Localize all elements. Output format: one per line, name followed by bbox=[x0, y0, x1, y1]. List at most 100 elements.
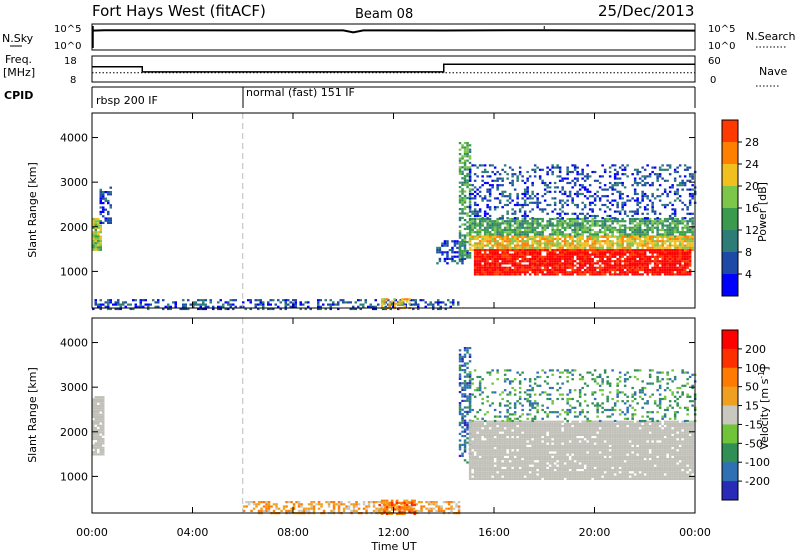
echo-cell bbox=[493, 220, 497, 223]
echo-cell bbox=[481, 228, 484, 232]
echo-cell bbox=[588, 264, 592, 267]
echo-cell bbox=[641, 268, 644, 272]
echo-cell bbox=[521, 444, 524, 447]
echo-cell bbox=[285, 505, 288, 508]
echo-cell bbox=[468, 183, 472, 186]
echo-cell bbox=[503, 475, 507, 478]
echo-cell bbox=[673, 262, 677, 265]
echo-cell bbox=[656, 268, 659, 272]
echo-cell bbox=[663, 224, 667, 227]
echo-cell bbox=[486, 469, 489, 472]
echo-cell bbox=[538, 431, 542, 434]
echo-cell bbox=[641, 228, 644, 232]
echo-cell bbox=[688, 199, 692, 202]
power-colorbar-tick-label: 4 bbox=[745, 268, 752, 281]
echo-cell bbox=[443, 242, 447, 245]
echo-cell bbox=[533, 444, 537, 447]
echo-cell bbox=[626, 164, 629, 167]
echo-cell bbox=[673, 224, 677, 227]
echo-cell bbox=[417, 501, 421, 504]
echo-cell bbox=[533, 464, 537, 467]
echo-cell bbox=[483, 231, 487, 234]
echo-cell bbox=[453, 251, 457, 254]
echo-cell bbox=[312, 509, 316, 512]
power-colorbar-tick-label: 8 bbox=[745, 246, 752, 259]
echo-cell bbox=[576, 222, 579, 225]
echo-cell bbox=[691, 220, 694, 223]
cpid-mode-1: rbsp 200 IF bbox=[96, 94, 158, 107]
echo-cell bbox=[518, 462, 522, 465]
echo-cell bbox=[463, 177, 467, 180]
echo-cell bbox=[533, 255, 537, 258]
echo-cell bbox=[466, 148, 469, 151]
echo-cell bbox=[601, 257, 604, 261]
echo-cell bbox=[461, 161, 464, 164]
echo-cell bbox=[556, 249, 559, 252]
echo-cell bbox=[468, 462, 472, 465]
echo-cell bbox=[526, 464, 529, 467]
echo-cell bbox=[452, 303, 455, 306]
echo-cell bbox=[344, 301, 347, 304]
echo-cell bbox=[259, 301, 262, 304]
echo-cell bbox=[528, 266, 532, 269]
echo-cell bbox=[521, 242, 524, 245]
echo-cell bbox=[628, 257, 632, 261]
echo-cell bbox=[463, 399, 467, 402]
echo-cell bbox=[631, 184, 634, 187]
echo-cell bbox=[449, 305, 452, 308]
echo-cell bbox=[586, 226, 589, 229]
echo-cell bbox=[588, 195, 592, 198]
echo-cell bbox=[523, 188, 527, 191]
echo-cell bbox=[568, 217, 572, 221]
echo-cell bbox=[643, 237, 647, 241]
echo-cell bbox=[661, 220, 664, 223]
echo-cell bbox=[139, 299, 142, 302]
echo-cell bbox=[496, 184, 499, 187]
echo-cell bbox=[646, 233, 649, 236]
echo-cell bbox=[99, 426, 102, 430]
echo-cell bbox=[556, 246, 559, 249]
echo-cell bbox=[553, 203, 557, 207]
echo-cell bbox=[483, 217, 487, 221]
echo-cell bbox=[388, 510, 391, 513]
echo-cell bbox=[603, 220, 607, 223]
echo-cell bbox=[463, 254, 467, 257]
echo-cell bbox=[571, 260, 574, 263]
echo-cell bbox=[488, 188, 492, 191]
echo-cell bbox=[312, 507, 316, 510]
echo-cell bbox=[491, 429, 494, 432]
echo-cell bbox=[503, 266, 507, 269]
echo-cell bbox=[461, 452, 464, 455]
echo-cell bbox=[327, 505, 331, 508]
echo-cell bbox=[461, 360, 464, 363]
echo-cell bbox=[498, 244, 502, 247]
echo-cell bbox=[461, 430, 464, 433]
echo-cell bbox=[536, 240, 539, 243]
echo-cell bbox=[691, 195, 694, 198]
echo-cell bbox=[458, 230, 462, 233]
echo-cell bbox=[516, 249, 519, 252]
echo-cell bbox=[498, 228, 502, 232]
echo-cell bbox=[678, 244, 682, 247]
echo-cell bbox=[486, 460, 489, 463]
echo-cell bbox=[573, 253, 577, 256]
echo-cell bbox=[456, 242, 459, 245]
echo-cell bbox=[653, 262, 657, 265]
echo-cell bbox=[488, 190, 492, 193]
echo-cell bbox=[636, 217, 639, 221]
echo-cell bbox=[666, 195, 669, 198]
echo-cell bbox=[97, 239, 100, 243]
echo-cell bbox=[468, 219, 472, 222]
echo-cell bbox=[688, 268, 692, 272]
echo-cell bbox=[486, 264, 489, 267]
echo-cell bbox=[92, 431, 95, 434]
echo-cell bbox=[621, 266, 624, 269]
echo-cell bbox=[476, 458, 479, 461]
echo-cell bbox=[543, 471, 547, 474]
echo-cell bbox=[279, 307, 282, 311]
echo-cell bbox=[558, 190, 562, 193]
echo-cell bbox=[486, 438, 489, 441]
echo-cell bbox=[496, 469, 499, 472]
echo-cell bbox=[553, 237, 557, 241]
echo-cell bbox=[503, 260, 507, 263]
